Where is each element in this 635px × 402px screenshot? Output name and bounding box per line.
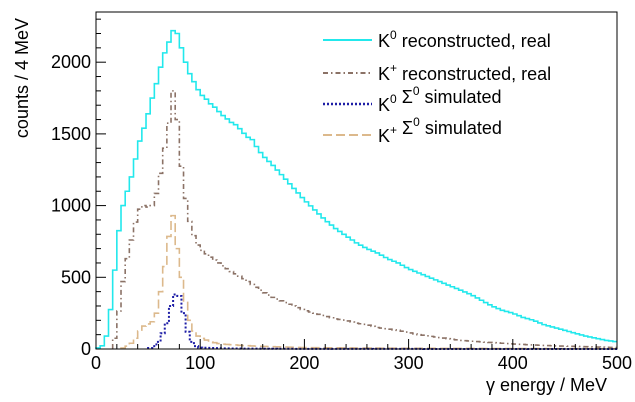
y-tick-label: 1000 <box>51 196 91 216</box>
x-tick-label: 200 <box>289 353 319 373</box>
y-tick-label: 1500 <box>51 124 91 144</box>
legend: K0 reconstructed, real K+ reconstructed, … <box>323 28 551 146</box>
y-tick-label: 500 <box>61 267 91 287</box>
legend-entry-kplus-sigma-sim: K+ Σ0 simulated <box>378 115 502 146</box>
x-tick-label: 400 <box>498 353 528 373</box>
legend-entry-k0-sigma-sim: K0 Σ0 simulated <box>378 84 502 115</box>
legend-entry-kplus-real: K+ reconstructed, real <box>378 61 551 84</box>
y-tick-label: 2000 <box>51 52 91 72</box>
y-axis-title: counts / 4 MeV <box>12 18 32 138</box>
y-tick-label: 0 <box>81 339 91 359</box>
x-tick-label: 500 <box>602 353 632 373</box>
series-k0-real <box>95 29 617 349</box>
axes-layer: 0 100 200 300 400 500 0 500 1000 1500 2000 <box>51 18 632 373</box>
x-tick-label: 300 <box>394 353 424 373</box>
legend-entry-k0-real: K0 reconstructed, real <box>378 28 551 51</box>
series-kplus-sigma-sim <box>120 214 617 350</box>
plot-frame <box>95 11 618 350</box>
x-tick-label: 100 <box>185 353 215 373</box>
x-axis-title: γ energy / MeV <box>486 375 607 395</box>
x-tick-label: 0 <box>91 353 101 373</box>
series-kplus-real <box>111 90 617 349</box>
